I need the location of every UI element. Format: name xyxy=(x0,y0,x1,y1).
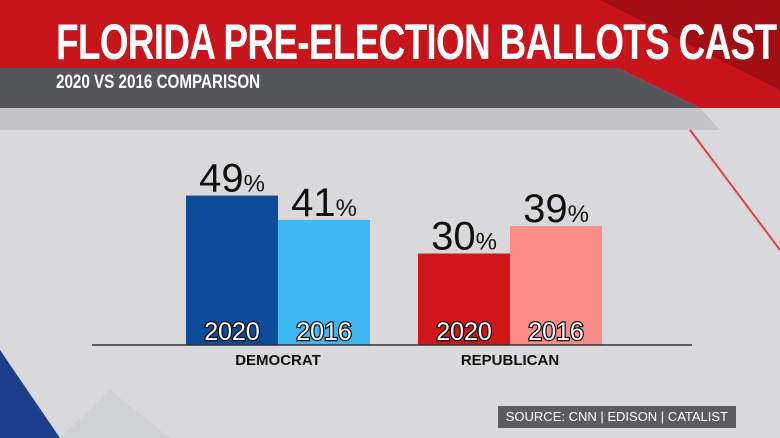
corner-streak xyxy=(60,390,170,438)
series-label: 2020 xyxy=(204,318,260,346)
category-label: REPUBLICAN xyxy=(461,352,559,369)
bar xyxy=(510,226,602,345)
chart-title: FLORIDA PRE-ELECTION BALLOTS CAST xyxy=(56,14,777,70)
source-label: SOURCE: CNN | EDISON | CATALIST xyxy=(497,406,736,428)
bar xyxy=(418,253,510,345)
chart-subtitle: 2020 VS 2016 COMPARISON xyxy=(56,72,261,93)
series-label: 2020 xyxy=(436,318,492,346)
data-label: 41% xyxy=(291,181,357,225)
header-red-band xyxy=(0,0,780,108)
accent-line xyxy=(689,129,780,251)
header-shadow xyxy=(0,108,720,130)
category-label: DEMOCRAT xyxy=(235,352,321,369)
series-label: 2016 xyxy=(296,318,352,346)
data-label: 30% xyxy=(431,215,497,259)
data-label: 39% xyxy=(523,187,589,231)
bar xyxy=(186,195,278,345)
data-label: 49% xyxy=(199,157,265,201)
series-label: 2016 xyxy=(528,318,584,346)
header-gray-band xyxy=(0,68,700,108)
header-red-shade xyxy=(600,0,780,90)
bar xyxy=(278,219,370,345)
corner-blue xyxy=(0,350,60,438)
